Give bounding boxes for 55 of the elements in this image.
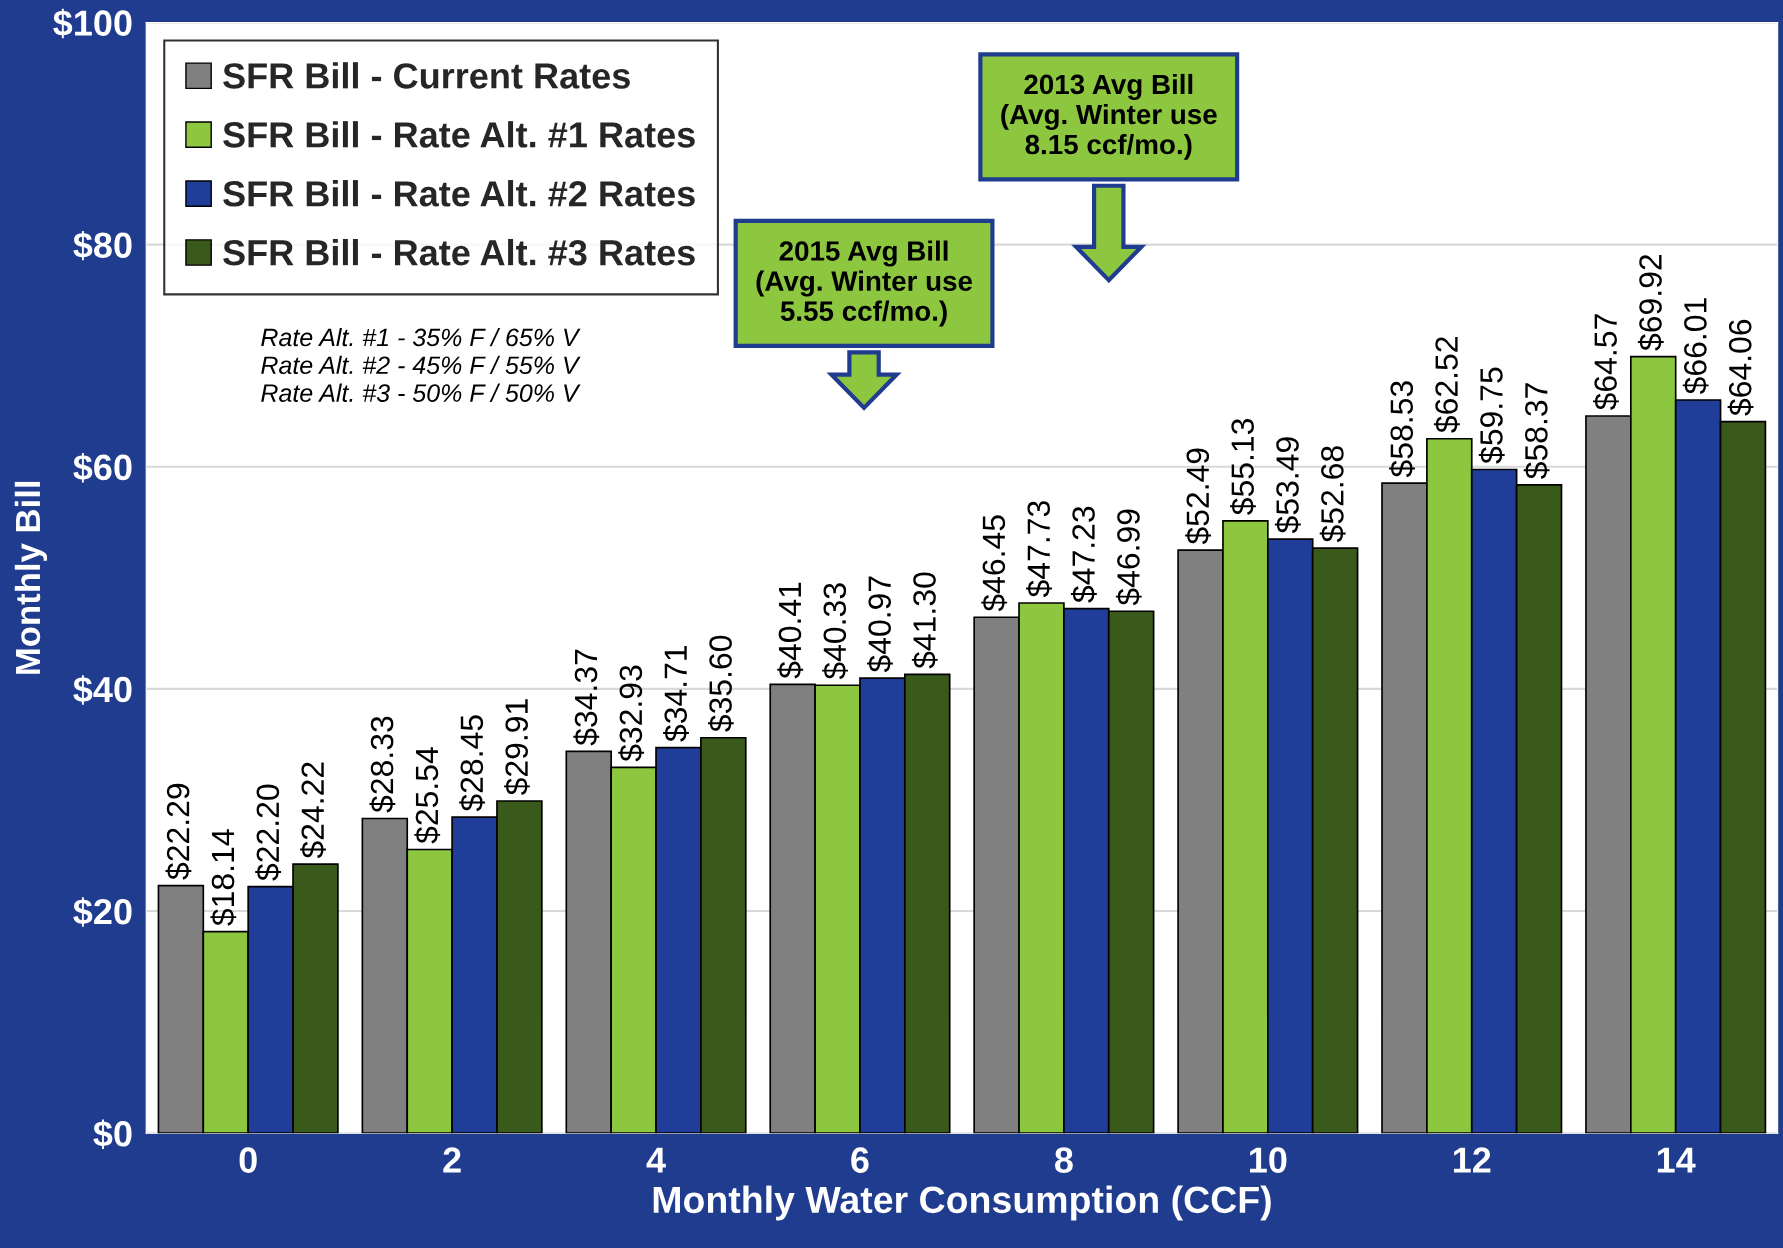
- data-label: $59.75: [1478, 367, 1505, 464]
- data-label: $62.52: [1433, 337, 1460, 433]
- data-label: $29.91: [504, 699, 530, 796]
- x-axis-title: Monthly Water Consumption (CCF): [653, 1185, 1271, 1221]
- data-label: $52.49: [1185, 448, 1211, 545]
- x-tick-label: 14: [1657, 1147, 1696, 1173]
- data-label: $64.57: [1593, 314, 1619, 411]
- data-label: $40.97: [867, 576, 893, 673]
- data-label: $47.73: [1026, 501, 1052, 598]
- data-label: $40.41: [777, 582, 804, 679]
- legend-label: SFR Bill - Current Rates: [223, 62, 630, 89]
- data-label: $24.22: [300, 762, 326, 859]
- data-label: $41.30: [911, 572, 938, 669]
- x-tick-label: 6: [851, 1147, 869, 1173]
- data-label: $66.01: [1682, 298, 1709, 395]
- data-label: $46.99: [1115, 509, 1142, 606]
- data-label: $34.71: [663, 645, 689, 742]
- x-tick-label: 0: [239, 1147, 257, 1173]
- y-tick-label: $0: [93, 1119, 132, 1149]
- data-label: $32.93: [618, 665, 645, 762]
- y-axis-title: Monthly Bill: [14, 481, 48, 674]
- data-label: $53.49: [1274, 437, 1301, 534]
- data-label: $55.13: [1230, 418, 1256, 515]
- y-tick-label: $20: [73, 897, 132, 927]
- x-tick-label: 12: [1453, 1147, 1491, 1173]
- data-label: $69.92: [1637, 254, 1664, 351]
- data-label: $34.37: [573, 649, 600, 746]
- legend-label: SFR Bill - Rate Alt. #2 Rates: [223, 180, 695, 207]
- x-tick-label: 2: [443, 1147, 461, 1173]
- data-label: $40.33: [822, 583, 849, 680]
- data-label: $58.53: [1389, 381, 1415, 478]
- y-tick-label: $80: [73, 230, 132, 261]
- data-label: $22.29: [165, 783, 192, 880]
- data-label: $25.54: [414, 747, 441, 844]
- data-label: $18.14: [210, 829, 237, 926]
- data-label: $52.68: [1319, 446, 1346, 543]
- x-tick-label: 8: [1055, 1147, 1073, 1173]
- data-label: $35.60: [707, 635, 734, 732]
- y-tick-label: $100: [53, 8, 132, 39]
- legend-label: SFR Bill - Rate Alt. #1 Rates: [223, 121, 695, 148]
- data-label: $28.45: [459, 715, 486, 812]
- data-label: $28.33: [369, 716, 396, 813]
- data-label: $22.20: [255, 784, 282, 881]
- legend-label: SFR Bill - Rate Alt. #3 Rates: [223, 239, 695, 266]
- annotation: Rate Alt. #1 - 35% F / 65% V Rate Alt. #2 - 45% F / 55% V Rate Alt. #3 - 50% F / 50% V: [261, 327, 581, 402]
- data-label: $47.23: [1070, 506, 1097, 603]
- data-label: $46.45: [981, 515, 1008, 612]
- annotation: 2013 Avg Bill (Avg. Winter use 8.15 ccf/mo.): [1001, 73, 1217, 160]
- y-tick-label: $60: [73, 453, 132, 483]
- y-tick-label: $40: [73, 675, 132, 705]
- x-tick-label: 4: [646, 1147, 666, 1173]
- data-label: $64.06: [1727, 319, 1754, 416]
- data-label: $58.37: [1523, 383, 1550, 479]
- annotation: 2015 Avg Bill (Avg. Winter use 5.55 ccf/mo.): [756, 240, 973, 327]
- x-tick-label: 10: [1250, 1147, 1287, 1173]
